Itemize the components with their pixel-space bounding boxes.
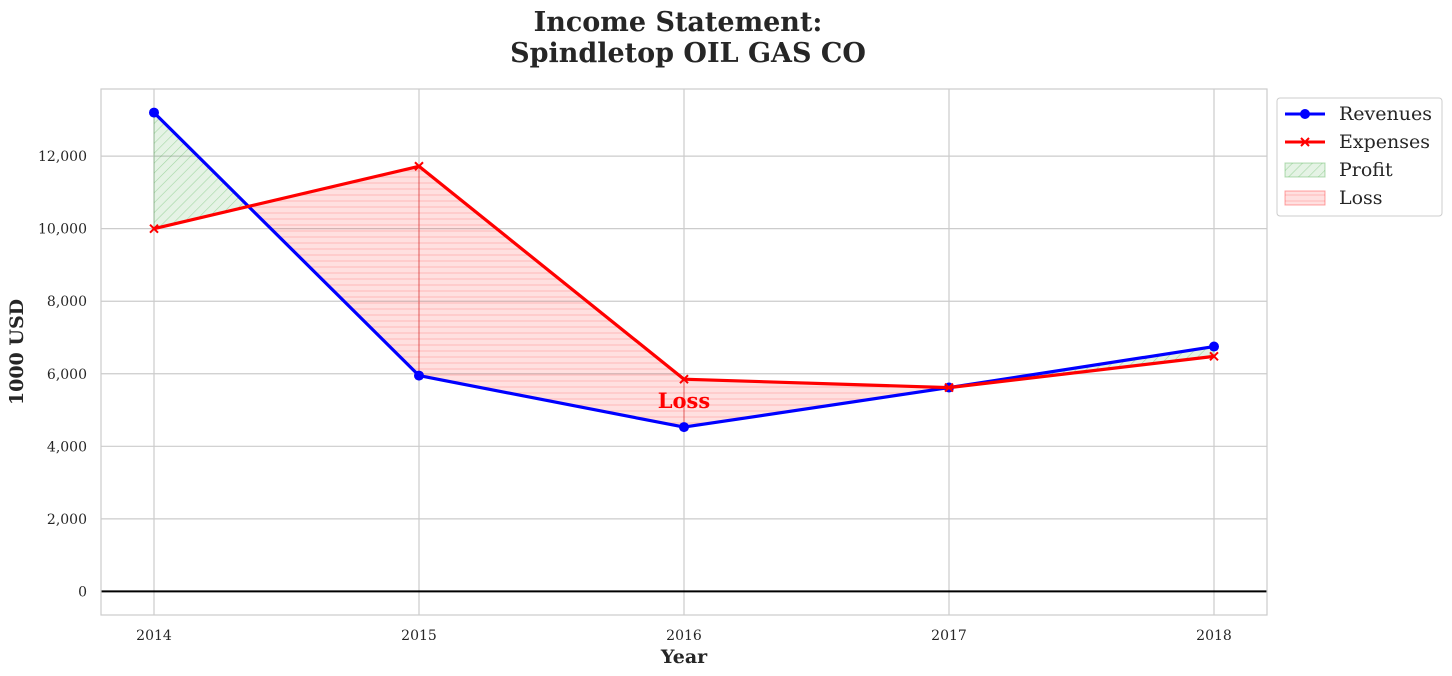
revenues-point <box>679 422 689 433</box>
grid-lines <box>101 89 1267 615</box>
y-tick-label: 8,000 <box>47 294 87 310</box>
y-tick-label: 2,000 <box>47 512 87 528</box>
y-tick-label: 12,000 <box>38 149 87 165</box>
legend-revenues-label: Revenues <box>1339 103 1432 125</box>
legend-item-revenues: Revenues <box>1285 103 1432 125</box>
legend-item-loss: Loss <box>1284 187 1383 209</box>
loss-region <box>247 165 420 377</box>
x-tick-label: 2017 <box>931 628 967 644</box>
revenues-point <box>1209 341 1219 352</box>
expenses-point <box>944 382 954 393</box>
y-tick-label: 4,000 <box>47 439 87 455</box>
legend-frame <box>1276 97 1443 217</box>
x-tick-label: 2016 <box>666 628 702 644</box>
legend-expenses-marker <box>1300 137 1310 147</box>
plot-frame <box>100 88 1268 616</box>
chart-title-line1: Income Statement: <box>534 7 823 38</box>
legend-revenues-marker <box>1300 109 1310 119</box>
x-tick-label: 2018 <box>1196 628 1232 644</box>
legend-profit-swatch <box>1284 162 1326 178</box>
revenues-point <box>414 370 424 381</box>
y-axis-label: 1000 USD <box>6 299 28 405</box>
series-lines <box>149 107 1219 433</box>
x-axis-label: Year <box>660 646 708 668</box>
expenses-point <box>414 161 424 171</box>
x-tick-label: 2015 <box>401 628 437 644</box>
legend-loss-swatch <box>1284 190 1326 206</box>
y-tick-label: 6,000 <box>47 367 87 383</box>
legend-loss-label: Loss <box>1339 187 1383 209</box>
legend-item-profit: Profit <box>1284 159 1393 181</box>
expenses-point <box>679 374 689 384</box>
x-tick-label: 2014 <box>136 628 172 644</box>
tick-labels: 0 2,000 4,000 6,000 8,000 10,000 12,000 2014 201… <box>38 149 1232 644</box>
y-tick-label: 10,000 <box>38 222 87 238</box>
chart-title-line2: Spindletop OIL GAS CO <box>510 38 866 69</box>
legend-item-expenses: Expenses <box>1285 131 1430 153</box>
expenses-point <box>1209 351 1219 362</box>
loss-annotation: Loss <box>658 388 710 413</box>
expenses-point <box>149 223 159 234</box>
legend-profit-label: Profit <box>1339 159 1393 181</box>
y-tick-label: 0 <box>78 584 87 600</box>
revenues-point <box>149 107 159 118</box>
loss-region <box>418 165 685 428</box>
legend-expenses-label: Expenses <box>1339 131 1430 153</box>
legend: Revenues Expenses Profit Loss <box>1276 97 1443 217</box>
